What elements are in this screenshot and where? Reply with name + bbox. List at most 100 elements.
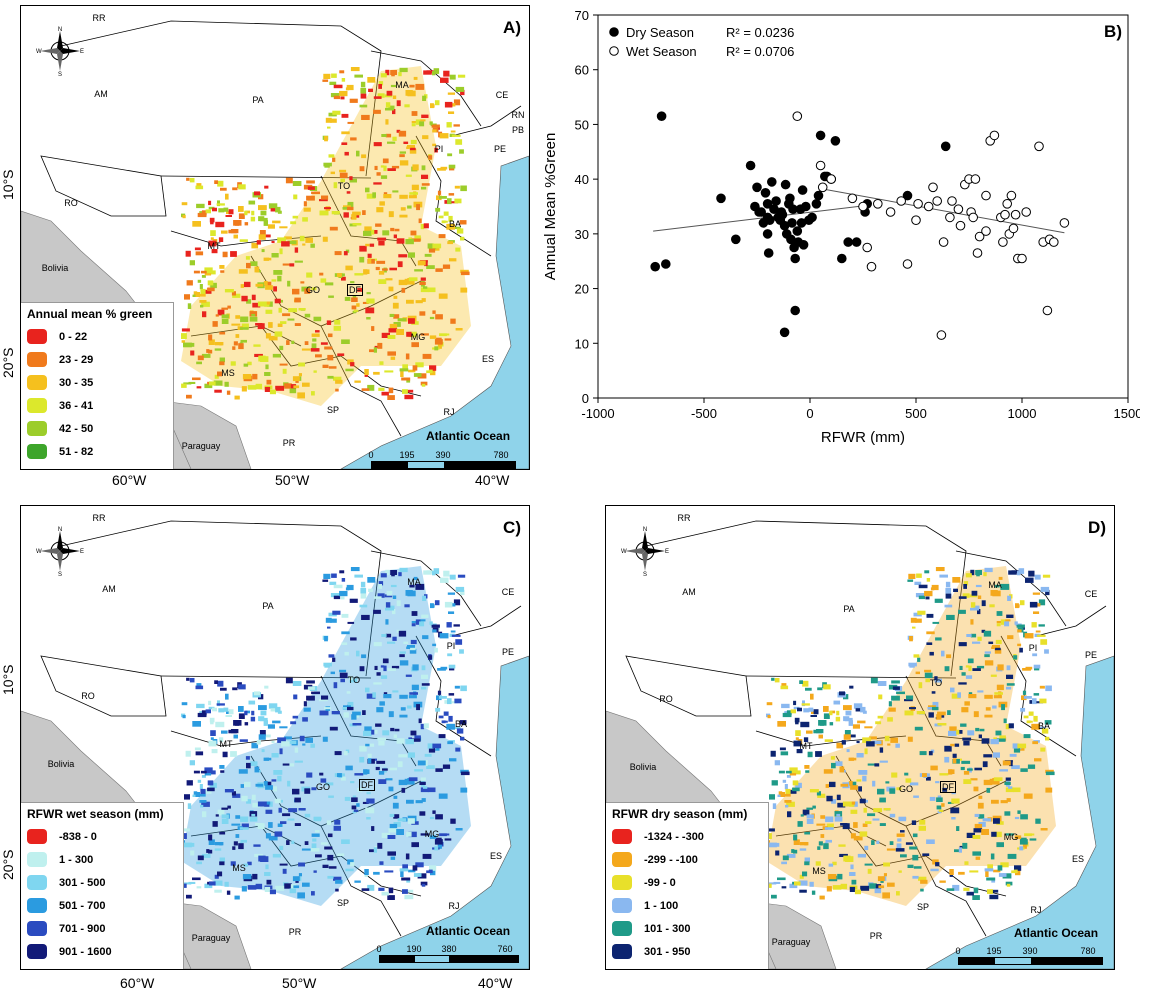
- map-pixel: [381, 134, 387, 137]
- map-pixel: [289, 263, 295, 267]
- state-es: ES: [1071, 854, 1085, 864]
- map-pixel: [991, 799, 999, 804]
- map-pixel: [221, 307, 228, 310]
- map-pixel: [402, 864, 408, 869]
- map-pixel: [860, 706, 866, 713]
- map-pixel: [392, 136, 397, 141]
- map-pixel: [867, 813, 876, 817]
- map-pixel: [424, 753, 432, 757]
- map-pixel: [996, 842, 1004, 848]
- map-pixel: [319, 710, 329, 716]
- map-pixel: [279, 248, 283, 255]
- legend-entry-r2: R² = 0.0706: [726, 44, 794, 59]
- map-pixel: [971, 590, 978, 596]
- map-pixel: [972, 835, 981, 839]
- map-pixel: [429, 865, 437, 871]
- map-pixel: [969, 594, 978, 598]
- scale-bar: 0 195 390 780 Km: [955, 946, 1103, 966]
- map-pixel: [189, 678, 195, 683]
- map-pixel: [934, 598, 943, 603]
- lat-label-20s: 20°S: [0, 347, 16, 378]
- wet-season-point: [858, 201, 868, 212]
- map-pixel: [269, 889, 276, 895]
- map-pixel: [409, 692, 418, 695]
- map-pixel: [1006, 683, 1015, 686]
- map-pixel: [367, 577, 376, 583]
- map-pixel: [406, 331, 412, 337]
- map-pixel: [1005, 723, 1010, 730]
- map-pixel: [327, 854, 334, 861]
- map-pixel: [268, 203, 278, 209]
- map-pixel: [990, 739, 999, 745]
- map-pixel: [196, 386, 202, 389]
- map-pixel: [460, 89, 465, 96]
- map-pixel: [793, 849, 798, 854]
- map-pixel: [412, 664, 419, 671]
- map-pixel: [345, 368, 354, 372]
- map-pixel: [399, 67, 408, 73]
- map-pixel: [376, 172, 381, 176]
- dry-season-point: [785, 193, 795, 204]
- map-pixel: [252, 373, 258, 380]
- map-pixel: [440, 577, 449, 583]
- svg-text:N: N: [58, 527, 62, 533]
- map-pixel: [275, 706, 281, 713]
- map-pixel: [365, 307, 375, 314]
- map-pixel: [431, 124, 440, 128]
- map-pixel: [376, 260, 386, 264]
- map-pixel: [975, 727, 980, 732]
- map-pixel: [797, 707, 802, 712]
- map-pixel: [288, 808, 298, 813]
- map-pixel: [265, 333, 271, 339]
- map-pixel: [1001, 704, 1005, 711]
- map-pixel: [227, 805, 231, 809]
- map-pixel: [1029, 601, 1038, 608]
- compass-n: N: [58, 27, 62, 33]
- map-pixel: [212, 821, 218, 827]
- map-pixel: [438, 344, 442, 349]
- map-pixel: [816, 791, 821, 796]
- map-pixel: [392, 609, 396, 615]
- map-pixel: [380, 573, 387, 578]
- map-pixel: [858, 786, 862, 792]
- map-pixel: [201, 275, 206, 278]
- map-pixel: [1006, 674, 1014, 679]
- map-pixel: [460, 269, 469, 274]
- state-es: ES: [481, 354, 495, 364]
- map-pixel: [926, 642, 933, 645]
- map-pixel: [301, 848, 311, 851]
- map-pixel: [305, 237, 313, 243]
- map-pixel: [304, 288, 311, 294]
- map-pixel: [393, 734, 397, 739]
- map-pixel: [411, 321, 419, 325]
- map-pixel: [449, 668, 455, 671]
- map-pixel: [411, 684, 419, 691]
- state-ro: RO: [64, 198, 78, 208]
- map-pixel: [438, 293, 448, 299]
- state-rr: RR: [677, 513, 691, 523]
- map-pixel: [957, 692, 961, 698]
- map-pixel: [210, 282, 217, 289]
- wet-season-point: [981, 190, 991, 201]
- map-pixel: [410, 730, 417, 736]
- map-pixel: [977, 802, 984, 809]
- map-pixel: [915, 593, 925, 598]
- map-pixel: [340, 178, 345, 183]
- map-pixel: [1045, 589, 1050, 596]
- map-pixel: [810, 693, 814, 700]
- map-pixel: [279, 345, 284, 351]
- legend-row: 0 - 22: [27, 325, 167, 348]
- map-pixel: [1008, 786, 1013, 789]
- map-pixel: [857, 853, 866, 858]
- map-pixel: [840, 883, 848, 890]
- map-pixel: [397, 261, 403, 268]
- map-pixel: [277, 823, 283, 827]
- map-pixel: [834, 811, 843, 817]
- map-pixel: [895, 848, 905, 852]
- map-pixel: [850, 864, 854, 870]
- map-pixel: [891, 695, 900, 701]
- map-pixel: [311, 391, 315, 396]
- map-pixel: [1026, 720, 1031, 724]
- map-pixel: [827, 874, 837, 880]
- map-pixel: [404, 894, 414, 900]
